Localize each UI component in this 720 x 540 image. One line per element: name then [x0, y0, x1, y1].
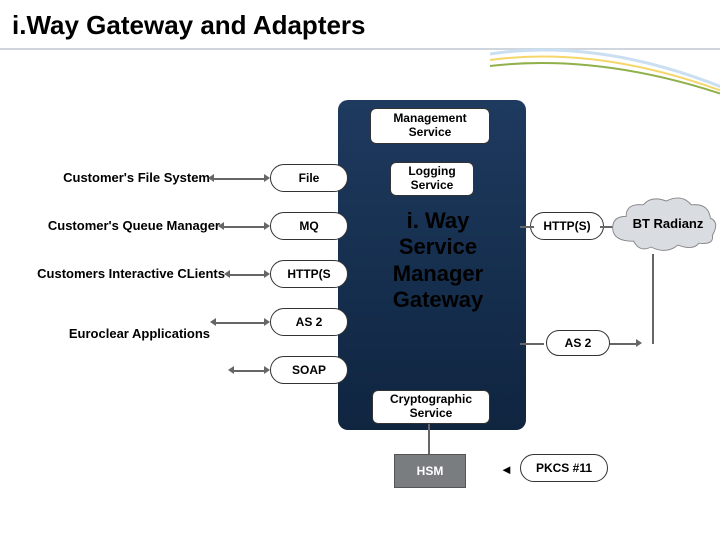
file-adapter-pill: File	[270, 164, 348, 192]
page-title: i.Way Gateway and Adapters	[12, 10, 366, 41]
as2-right-pill: AS 2	[546, 330, 610, 356]
arrow-icon	[210, 318, 216, 326]
pkcs11-pill: PKCS #11	[520, 454, 608, 482]
management-service-box: Management Service	[370, 108, 490, 144]
customer-queue-manager-label: Customer's Queue Manager	[10, 218, 220, 233]
arrow-icon: ◄	[500, 462, 513, 477]
arrow-icon	[228, 366, 234, 374]
connector	[212, 178, 266, 180]
euroclear-applications-label: Euroclear Applications	[30, 326, 210, 341]
connector	[520, 226, 534, 228]
https-right-pill: HTTP(S)	[530, 212, 604, 240]
soap-adapter-pill: SOAP	[270, 356, 348, 384]
connector-vertical	[428, 424, 430, 454]
connector	[520, 343, 544, 345]
connector	[214, 322, 266, 324]
hsm-box: HSM	[394, 454, 466, 488]
connector	[610, 343, 638, 345]
connector	[228, 274, 266, 276]
connector-vertical	[652, 254, 654, 344]
customer-file-system-label: Customer's File System	[10, 170, 210, 185]
arrow-icon	[218, 222, 224, 230]
https-adapter-pill: HTTP(S	[270, 260, 348, 288]
connector	[232, 370, 266, 372]
title-underline	[0, 48, 720, 50]
logging-service-box: Logging Service	[390, 162, 474, 196]
cryptographic-service-box: Cryptographic Service	[372, 390, 490, 424]
arrow-icon	[208, 174, 214, 182]
as2-adapter-pill: AS 2	[270, 308, 348, 336]
mq-adapter-pill: MQ	[270, 212, 348, 240]
arrow-icon	[224, 270, 230, 278]
decorative-swoosh	[490, 44, 720, 104]
gateway-main-label: i. Way Service Manager Gateway	[384, 208, 492, 314]
arrow-icon	[636, 339, 642, 347]
connector	[222, 226, 266, 228]
bt-radianz-label: BT Radianz	[620, 216, 716, 231]
customers-interactive-clients-label: Customers Interactive CLients	[0, 266, 225, 281]
